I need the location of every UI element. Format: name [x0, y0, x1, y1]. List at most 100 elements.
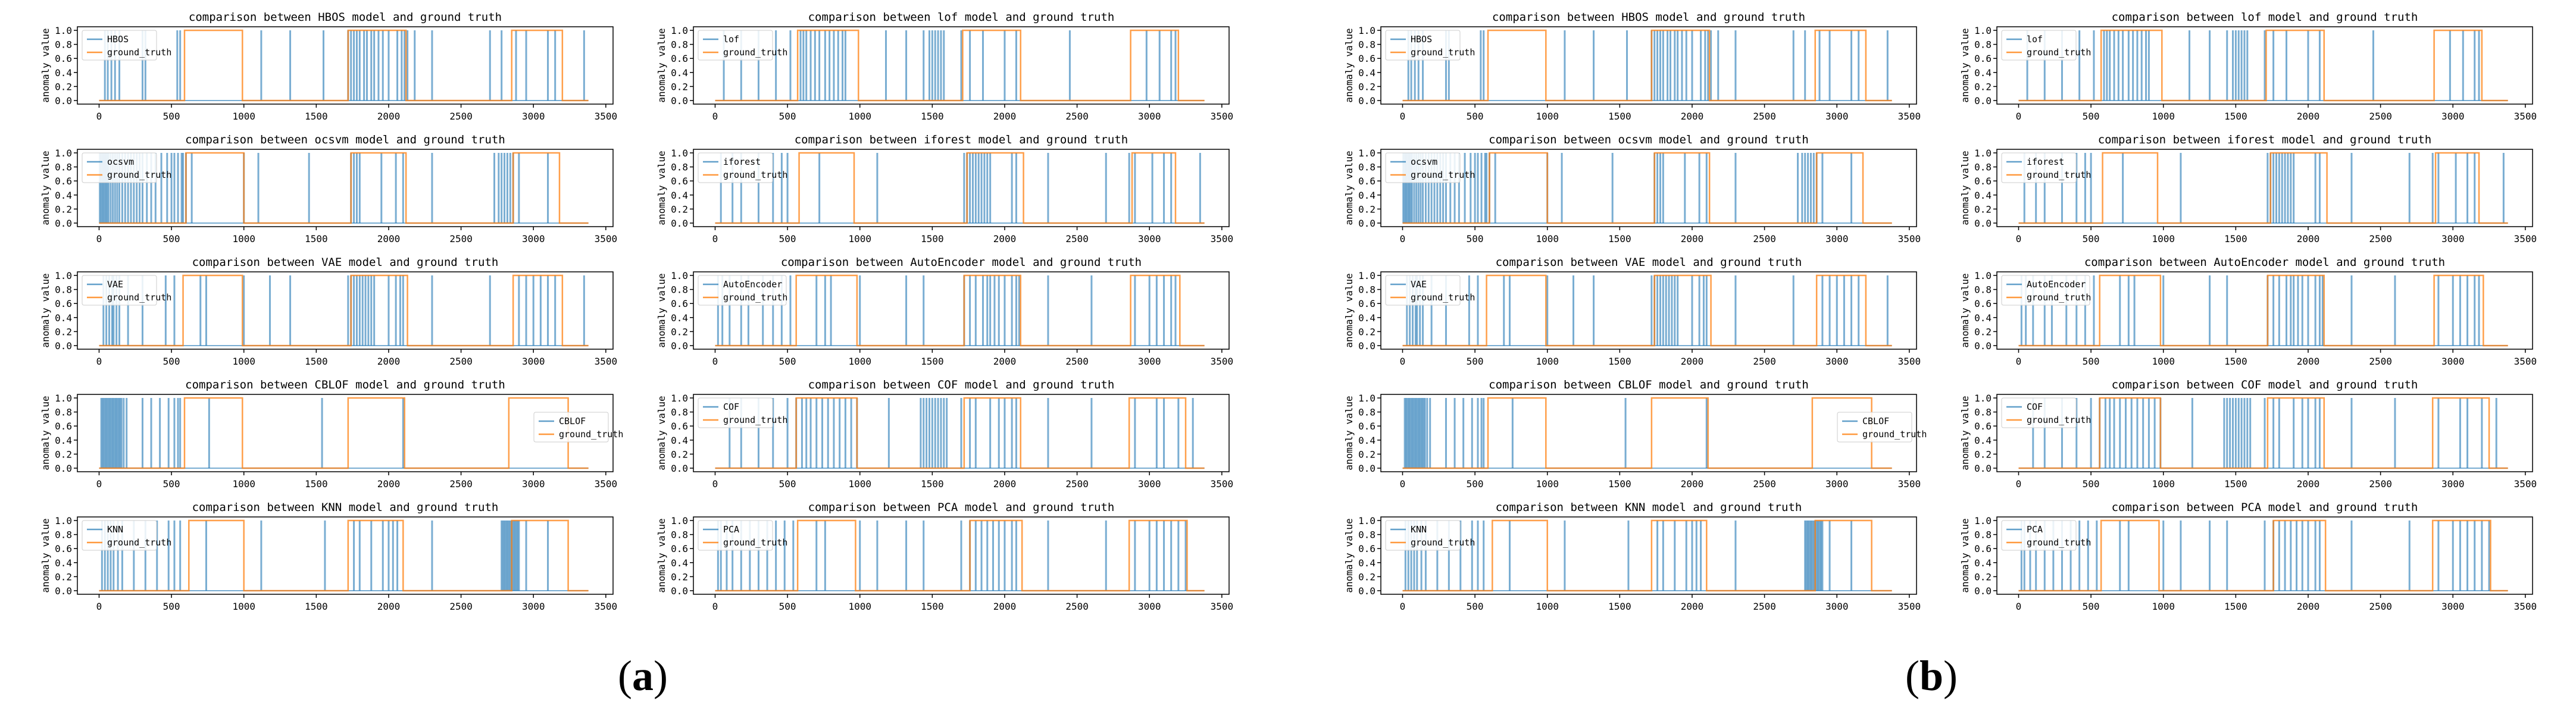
y-tick-label: 0.2 [671, 326, 688, 337]
y-axis-label: anomaly value [1959, 28, 1971, 102]
y-tick-label: 0.4 [671, 67, 688, 79]
x-tick-label: 3500 [2514, 233, 2537, 244]
y-tick-label: 0.6 [1358, 543, 1375, 554]
y-axis-label: anomaly value [656, 273, 667, 347]
x-tick-label: 1500 [1608, 601, 1631, 612]
legend-ground-truth-label: ground_truth [723, 415, 787, 425]
x-tick-label: 1500 [2224, 356, 2247, 367]
x-tick-label: 0 [1400, 478, 1406, 490]
x-tick-label: 2500 [1753, 601, 1776, 612]
axes-frame [1996, 516, 2533, 595]
y-tick-label: 1.0 [1358, 25, 1375, 36]
y-tick-label: 0.4 [1974, 67, 1992, 79]
y-tick-label: 0.4 [1974, 557, 1992, 569]
x-tick-label: 1000 [2152, 356, 2175, 367]
y-tick-label: 0.0 [671, 585, 688, 597]
x-tick-label: 1000 [2152, 478, 2175, 490]
y-axis-label: anomaly value [1959, 518, 1971, 592]
y-tick-label: 0.6 [671, 298, 688, 309]
y-tick-label: 0.8 [1358, 407, 1375, 418]
x-tick-label: 1000 [2152, 601, 2175, 612]
ground-truth-line [1402, 152, 1892, 224]
x-tick-label: 3000 [522, 601, 545, 612]
x-tick-label: 0 [1400, 233, 1406, 244]
x-tick-label: 500 [163, 233, 180, 244]
legend-ground-truth-label: ground_truth [1862, 429, 1927, 440]
y-tick-label: 0.8 [55, 529, 72, 541]
y-tick-label: 1.0 [671, 148, 688, 159]
subplot-a-KNN: 0.0 0.2 0.4 0.6 0.8 1.0 0 500 1000 1500 2000 2500 30… [40, 501, 617, 612]
subplot-title: comparison between iforest model and gro… [795, 133, 1128, 146]
y-tick-label: 0.0 [671, 95, 688, 106]
y-tick-label: 1.0 [55, 393, 72, 404]
x-tick-label: 3500 [1898, 601, 1921, 612]
x-tick-label: 3500 [1211, 478, 1234, 490]
subplot-a-AutoEncoder: 0.0 0.2 0.4 0.6 0.8 1.0 0 500 1000 1500 2000 2500 30… [656, 256, 1233, 367]
y-tick-label: 0.6 [671, 175, 688, 187]
y-tick-label: 0.2 [55, 571, 72, 582]
legend-box [698, 275, 787, 306]
y-tick-label: 0.8 [1974, 162, 1992, 173]
legend-model-label: COF [723, 402, 739, 412]
y-tick-label: 0.0 [55, 463, 72, 474]
y-tick-label: 0.8 [55, 407, 72, 418]
x-tick-label: 3000 [1825, 478, 1849, 490]
x-tick-label: 2500 [1065, 233, 1089, 244]
ground-truth-line [99, 29, 589, 102]
y-tick-label: 0.4 [1358, 435, 1375, 446]
y-tick-label: 0.0 [55, 340, 72, 352]
y-tick-label: 1.0 [1974, 393, 1992, 404]
y-tick-label: 0.8 [1974, 407, 1992, 418]
y-tick-label: 1.0 [671, 515, 688, 526]
x-tick-label: 2500 [449, 356, 473, 367]
legend-ground-truth-label: ground_truth [2027, 415, 2091, 425]
y-axis-label: anomaly value [1343, 151, 1355, 225]
x-tick-label: 1500 [305, 111, 328, 122]
y-tick-label: 0.0 [1358, 218, 1375, 229]
ground-truth-line [715, 519, 1205, 592]
axes-frame [1380, 271, 1917, 350]
y-tick-label: 0.0 [1974, 340, 1992, 352]
x-tick-label: 500 [163, 478, 180, 490]
y-tick-label: 0.8 [55, 39, 72, 51]
x-tick-label: 500 [779, 111, 796, 122]
y-tick-label: 0.6 [1974, 298, 1992, 309]
x-tick-label: 1500 [2224, 601, 2247, 612]
x-tick-label: 3500 [1898, 111, 1921, 122]
subplot-a-VAE: 0.0 0.2 0.4 0.6 0.8 1.0 0 500 1000 1500 2000 2500 30… [40, 256, 617, 367]
subplot-a-lof: 0.0 0.2 0.4 0.6 0.8 1.0 0 500 1000 1500 2000 2500 30… [656, 11, 1233, 122]
y-tick-label: 0.6 [1358, 175, 1375, 187]
x-tick-label: 500 [779, 601, 796, 612]
x-tick-label: 3000 [522, 356, 545, 367]
x-tick-label: 0 [712, 601, 718, 612]
y-tick-label: 0.8 [55, 162, 72, 173]
x-tick-label: 500 [2083, 601, 2100, 612]
axes-frame [77, 26, 614, 105]
y-tick-label: 0.0 [1974, 463, 1992, 474]
x-tick-label: 0 [96, 601, 102, 612]
ground-truth-line [2018, 397, 2508, 469]
x-tick-label: 1500 [1608, 356, 1631, 367]
legend: iforest ground_truth [698, 152, 787, 183]
x-tick-label: 500 [1467, 478, 1484, 490]
legend: HBOS ground_truth [82, 30, 171, 61]
y-tick-label: 1.0 [671, 25, 688, 36]
legend: KNN ground_truth [82, 520, 171, 551]
x-tick-label: 2500 [1753, 111, 1776, 122]
y-tick-label: 0.6 [1974, 175, 1992, 187]
legend: PCA ground_truth [2001, 520, 2091, 551]
y-tick-label: 0.2 [1974, 571, 1992, 582]
ground-truth-line [715, 29, 1205, 102]
subplot-title: comparison between CBLOF model and groun… [185, 378, 505, 391]
y-tick-label: 1.0 [1974, 270, 1992, 281]
subplot-b-KNN: 0.0 0.2 0.4 0.6 0.8 1.0 0 500 1000 1500 2000 2500 30… [1343, 501, 1921, 612]
y-tick-label: 0.4 [1358, 67, 1375, 79]
legend: PCA ground_truth [698, 520, 787, 551]
x-tick-label: 2000 [377, 233, 401, 244]
y-tick-label: 0.8 [1358, 529, 1375, 541]
axes-frame [1380, 149, 1917, 227]
legend: KNN ground_truth [1385, 520, 1475, 551]
y-tick-label: 0.8 [1974, 529, 1992, 541]
legend-model-label: COF [2027, 402, 2043, 412]
x-tick-label: 2500 [2369, 601, 2392, 612]
